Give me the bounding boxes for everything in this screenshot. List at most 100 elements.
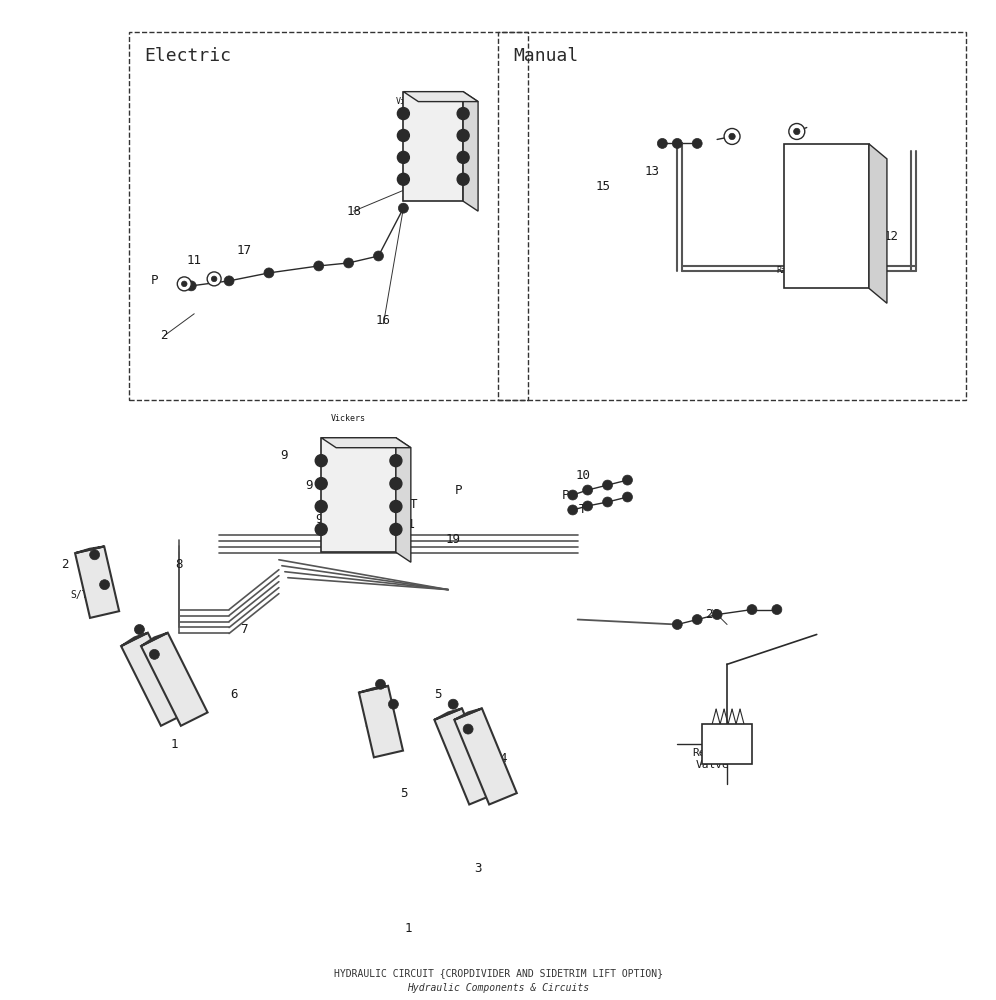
Circle shape [712,610,722,620]
Text: 16: 16 [375,314,391,327]
Circle shape [315,523,327,535]
Circle shape [622,492,632,502]
Text: 9: 9 [315,513,323,526]
Polygon shape [403,92,478,102]
Circle shape [568,490,578,500]
Polygon shape [395,438,410,562]
Circle shape [397,129,409,141]
Circle shape [463,724,473,734]
Circle shape [389,500,401,512]
Circle shape [457,173,469,185]
Text: Vickers: Vickers [343,491,374,500]
Circle shape [186,281,196,291]
Circle shape [181,281,187,287]
Circle shape [389,478,401,490]
Circle shape [622,475,632,485]
Circle shape [747,605,757,615]
Circle shape [315,500,327,512]
Text: 5: 5 [434,688,442,701]
Circle shape [90,550,100,560]
Circle shape [692,138,702,148]
Text: C/D: C/D [459,779,477,789]
Circle shape [397,151,409,163]
Text: 8: 8 [175,558,183,571]
Text: P: P [150,274,158,287]
Text: Vickers: Vickers [331,414,367,423]
Text: 1: 1 [170,738,178,751]
Text: HYDRAULIC CIRCUIT {CROPDIVIDER AND SIDETRIM LIFT OPTION}: HYDRAULIC CIRCUIT {CROPDIVIDER AND SIDET… [334,968,662,978]
Circle shape [149,649,159,659]
Text: 6: 6 [230,688,238,701]
Text: Vickers: Vickers [417,142,449,151]
Circle shape [207,272,221,286]
Polygon shape [75,546,120,618]
Circle shape [724,128,740,144]
Bar [785,144,869,288]
Circle shape [672,620,682,629]
Polygon shape [359,686,403,757]
Text: 10: 10 [575,469,591,482]
Circle shape [389,455,401,467]
Text: P: P [454,484,462,497]
Polygon shape [321,438,410,448]
Text: 11: 11 [400,518,416,531]
Circle shape [457,129,469,141]
Circle shape [315,455,327,467]
Text: S/T: S/T [71,590,89,600]
Text: 5: 5 [399,787,407,800]
Text: S/T: S/T [365,719,382,729]
Circle shape [772,605,782,615]
Circle shape [374,251,383,261]
Text: 1: 1 [404,922,412,935]
Polygon shape [454,708,482,720]
Polygon shape [434,708,462,720]
Circle shape [672,138,682,148]
Circle shape [375,679,385,689]
Polygon shape [359,686,388,693]
Text: P: P [562,489,570,502]
Polygon shape [122,633,187,726]
Text: Manual: Manual [513,47,579,65]
Circle shape [789,124,805,139]
Text: Hydraulic Components & Circuits: Hydraulic Components & Circuits [407,983,589,993]
Polygon shape [434,708,497,804]
Circle shape [457,108,469,120]
Circle shape [344,258,354,268]
Text: Relief
Valve: Relief Valve [692,748,732,770]
Circle shape [177,277,191,291]
Circle shape [794,128,800,135]
Text: 4: 4 [499,752,507,765]
Circle shape [315,478,327,490]
Text: C/D: C/D [145,649,163,659]
Bar [702,724,752,764]
Bar [403,92,463,201]
Circle shape [389,523,401,535]
Text: 11: 11 [186,254,202,267]
Text: T: T [409,498,417,511]
Polygon shape [75,546,105,553]
Text: 20: 20 [704,608,720,621]
Circle shape [398,203,408,213]
Text: 13: 13 [644,165,660,178]
Polygon shape [122,633,147,646]
Text: Electric: Electric [144,47,231,65]
Text: 19: 19 [445,533,461,546]
Text: 14: 14 [784,150,800,163]
Text: T: T [579,503,587,516]
Text: 17: 17 [236,244,252,257]
Circle shape [583,501,593,511]
Circle shape [397,173,409,185]
Text: Vickers: Vickers [395,97,431,106]
Circle shape [657,138,667,148]
Circle shape [100,580,110,590]
Circle shape [388,699,398,709]
Text: 9: 9 [280,449,288,462]
Polygon shape [463,92,478,211]
Circle shape [224,276,234,286]
Text: 15: 15 [595,180,611,193]
Circle shape [729,133,735,140]
Circle shape [397,108,409,120]
Text: 18: 18 [346,205,362,218]
Polygon shape [141,633,167,646]
Bar [321,438,396,552]
